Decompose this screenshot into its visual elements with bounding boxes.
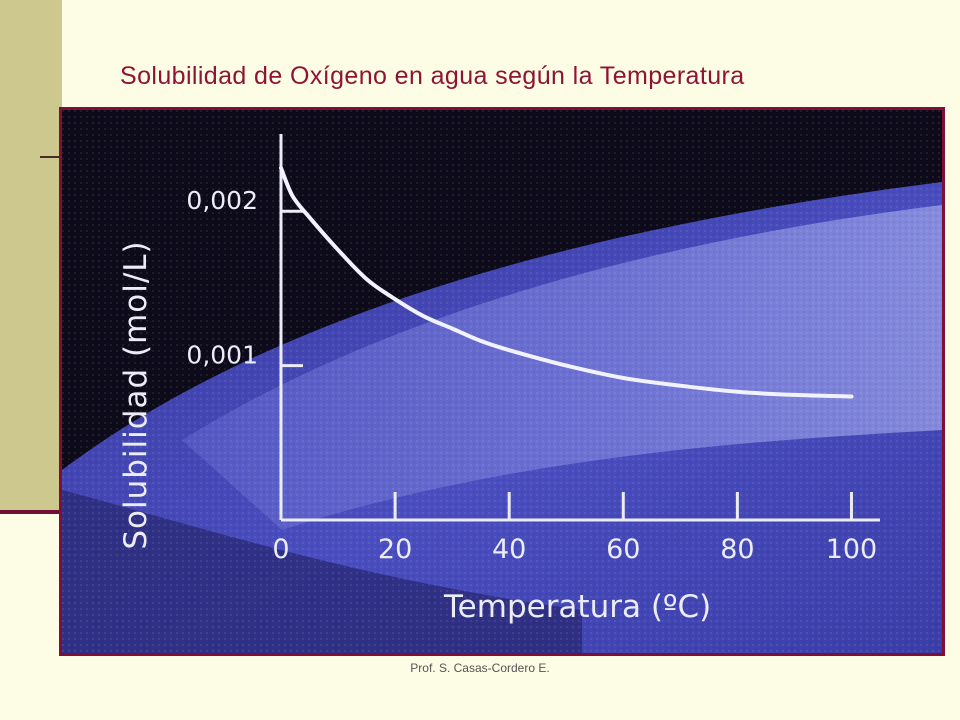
data-point-0-13 bbox=[735, 390, 739, 394]
x-tick-label-40: 40 bbox=[492, 534, 526, 565]
series-line-0 bbox=[279, 166, 854, 399]
series-group bbox=[279, 166, 854, 399]
data-point-0-4 bbox=[365, 277, 369, 281]
data-point-0-15 bbox=[849, 394, 853, 398]
data-point-0-5 bbox=[393, 297, 397, 301]
axes-group bbox=[279, 134, 880, 522]
sidebar-decoration bbox=[0, 0, 62, 512]
x-axis-label: Temperatura (ºC) bbox=[443, 589, 711, 625]
x-tick-label-60: 60 bbox=[606, 534, 640, 565]
y-axis-label: Solubilidad (mol/L) bbox=[118, 240, 154, 549]
chart-frame: 0 20 40 60 80 100 0,001 0,002 Temperatura (ºC) So… bbox=[59, 107, 945, 656]
data-point-0-6 bbox=[422, 314, 426, 318]
data-point-0-2 bbox=[308, 215, 312, 219]
labels-group: 0 20 40 60 80 100 0,001 0,002 Temperatura (ºC) So… bbox=[118, 186, 877, 625]
x-tick-label-20: 20 bbox=[378, 534, 412, 565]
data-point-0-1 bbox=[290, 194, 294, 198]
slide-title: Solubilidad de Oxígeno en agua según la … bbox=[120, 62, 745, 90]
data-point-0-9 bbox=[507, 348, 511, 352]
data-point-0-14 bbox=[792, 393, 796, 397]
data-point-0-10 bbox=[564, 364, 568, 368]
data-point-0-0 bbox=[279, 166, 283, 170]
y-tick-label-0: 0,001 bbox=[186, 341, 258, 370]
y-tick-label-1: 0,002 bbox=[186, 186, 258, 215]
x-tick-label-100: 100 bbox=[826, 534, 878, 565]
data-point-0-3 bbox=[336, 248, 340, 252]
footer-credit: Prof. S. Casas-Cordero E. bbox=[410, 661, 550, 675]
sidebar-rule bbox=[0, 510, 70, 514]
data-point-0-8 bbox=[479, 339, 483, 343]
data-point-0-11 bbox=[621, 376, 625, 380]
x-tick-label-0: 0 bbox=[272, 534, 289, 565]
solubility-chart: 0 20 40 60 80 100 0,001 0,002 Temperatura (ºC) So… bbox=[62, 110, 942, 653]
title-rule bbox=[40, 156, 64, 158]
data-point-0-7 bbox=[450, 327, 454, 331]
data-point-0-12 bbox=[678, 384, 682, 388]
x-tick-label-80: 80 bbox=[720, 534, 754, 565]
texture-overlay bbox=[62, 110, 942, 653]
